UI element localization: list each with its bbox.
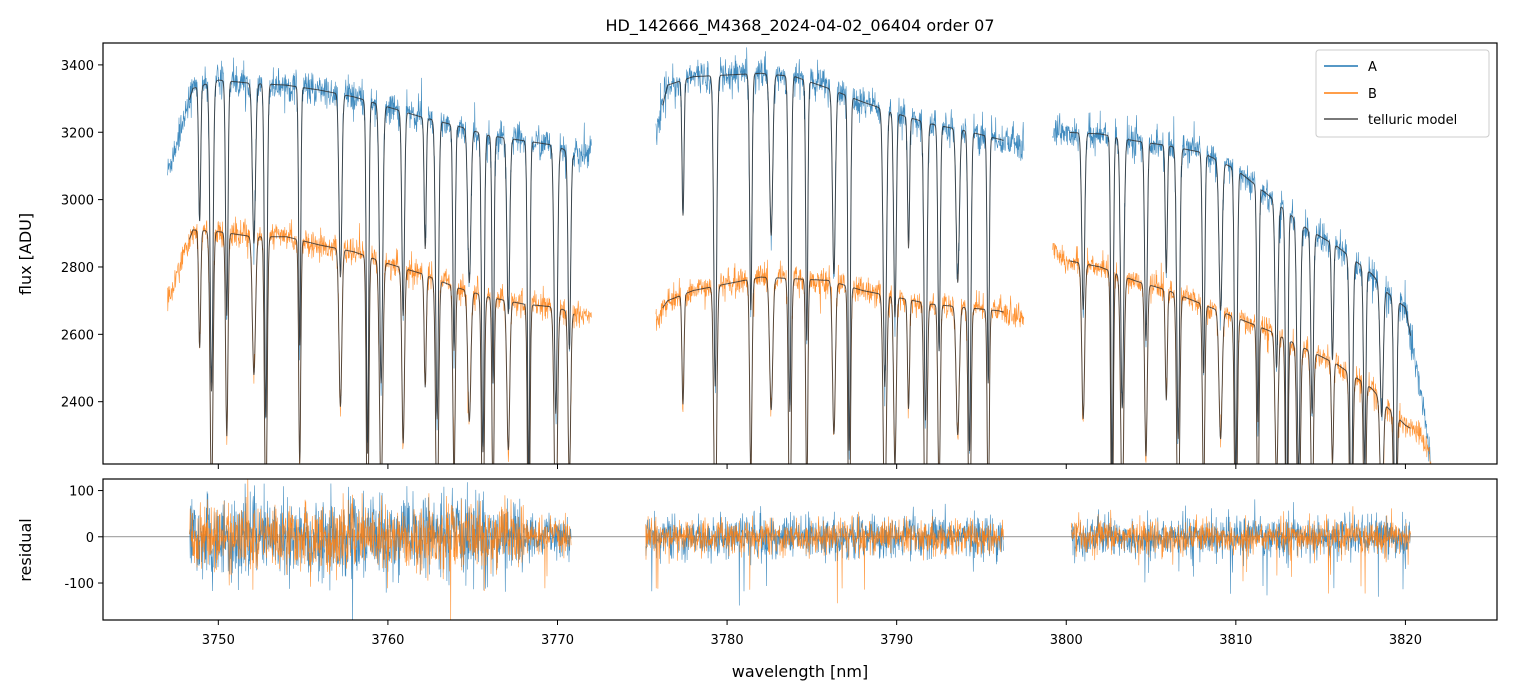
residual-b-segment-2 [645,511,1004,604]
residual-plot-area [103,479,1497,620]
legend-label-telluric: telluric model [1368,113,1457,128]
flux-y-tick-label: 3000 [61,194,94,209]
residual-y-axis: -100 0 100 [64,485,103,592]
telluric-model-a-segment-2 [662,72,1004,452]
telluric-model-a-segment-3 [1069,131,1411,464]
residual-x-axis-label: wavelength [nm] [732,662,869,681]
legend-label-b: B [1368,87,1377,102]
telluric-model-a-segment-1 [189,79,575,464]
flux-plot-area [167,47,1432,464]
flux-y-tick-label: 2400 [61,396,94,411]
residual-x-tick-label: 3780 [711,633,744,648]
residual-y-tick-label: 100 [69,485,94,500]
residual-y-axis-label: residual [16,518,35,581]
flux-y-tick-label: 3200 [61,126,94,141]
residual-x-tick-label: 3760 [371,633,404,648]
telluric-model-b-segment-3 [1069,260,1411,464]
flux-y-tick-label: 2800 [61,261,94,276]
residual-x-tick-label: 3790 [880,633,913,648]
residual-x-tick-label: 3770 [541,633,574,648]
legend: A B telluric model [1315,49,1490,138]
residual-x-tick-label: 3820 [1389,633,1422,648]
telluric-model-b-segment-1 [189,229,575,464]
residual-y-tick-label: 0 [86,531,94,546]
flux-y-tick-label: 3400 [61,59,94,74]
flux-y-tick-label: 2600 [61,328,94,343]
telluric-model-b-segment-2 [662,276,1004,464]
flux-panel: 2400 2600 2800 3000 3200 3400 flux [ADU] A B … [16,42,1498,469]
residual-b-segment-3 [1071,506,1411,594]
flux-y-axis-label: flux [ADU] [16,213,35,295]
flux-y-axis: 2400 2600 2800 3000 3200 3400 [61,59,103,411]
legend-box [1315,49,1490,138]
residual-x-axis: 3750 3760 3770 3780 3790 3800 3810 3820 [202,620,1422,648]
legend-label-a: A [1368,60,1377,75]
residual-x-tick-label: 3810 [1219,633,1252,648]
residual-y-tick-label: -100 [64,577,94,592]
flux-x-ticks [217,464,1406,469]
residual-x-tick-label: 3750 [202,633,235,648]
residual-x-tick-label: 3800 [1050,633,1083,648]
residual-panel: -100 0 100 3750 3760 3770 3780 3790 3800 3810 382… [16,478,1498,681]
flux-axes-frame [102,42,1498,465]
residual-a-segment-3 [1071,499,1411,597]
residual-b-segment-1 [189,479,572,620]
residual-axes-frame [102,478,1498,621]
chart-title: HD_142666_M4368_2024-04-02_06404 order 0… [605,16,994,36]
